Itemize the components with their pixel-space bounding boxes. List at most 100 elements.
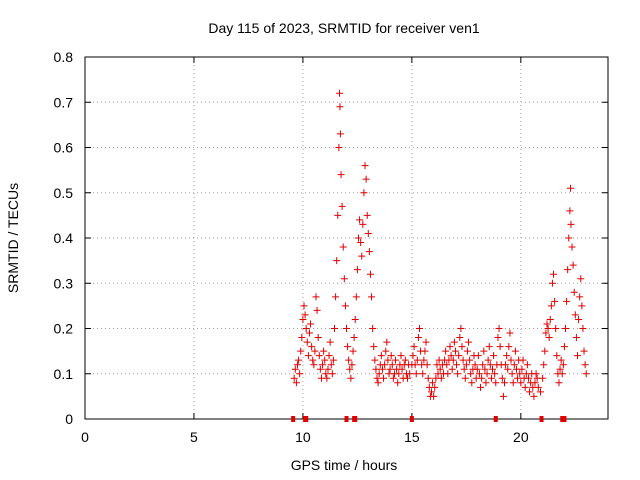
data-point <box>530 392 538 400</box>
zero-marker <box>291 416 296 422</box>
data-point <box>375 370 383 378</box>
data-point <box>292 379 300 387</box>
data-point <box>456 334 464 342</box>
data-point <box>500 379 508 387</box>
data-point <box>316 365 324 373</box>
zero-marker <box>409 416 414 422</box>
data-point <box>521 383 529 391</box>
x-tick-label: 15 <box>404 429 420 445</box>
data-point <box>504 365 512 373</box>
data-point <box>556 365 564 373</box>
data-point <box>582 370 590 378</box>
data-point <box>559 361 567 369</box>
data-point <box>384 356 392 364</box>
data-point <box>461 374 469 382</box>
data-point <box>329 356 337 364</box>
data-point <box>482 379 490 387</box>
data-point <box>382 347 390 355</box>
data-point <box>412 370 420 378</box>
data-point <box>331 325 339 332</box>
data-point <box>422 338 430 346</box>
chart-title: Day 115 of 2023, SRMTID for receiver ven… <box>208 20 480 36</box>
data-point <box>479 361 487 369</box>
data-point <box>480 347 488 355</box>
data-point <box>413 356 421 364</box>
data-point <box>547 302 555 310</box>
data-point <box>444 370 452 378</box>
data-point <box>563 297 571 305</box>
data-point <box>431 383 439 391</box>
zero-marker <box>560 416 565 422</box>
data-point <box>336 130 344 138</box>
data-point <box>518 365 526 373</box>
data-point <box>298 334 306 342</box>
data-point <box>321 356 329 364</box>
data-point <box>381 361 389 369</box>
data-point <box>573 352 581 360</box>
data-point <box>483 370 491 378</box>
data-point <box>487 374 495 382</box>
data-point <box>296 370 304 378</box>
y-tick-label: 0.8 <box>54 49 74 65</box>
data-point <box>372 365 380 373</box>
data-point <box>571 311 579 319</box>
data-point <box>308 343 316 351</box>
y-tick-label: 0.6 <box>54 140 74 156</box>
x-tick-label: 20 <box>513 429 529 445</box>
zero-marker <box>353 416 358 422</box>
zero-marker <box>493 416 498 422</box>
data-point <box>301 311 309 319</box>
data-point <box>295 356 303 364</box>
data-point <box>570 288 578 296</box>
data-point <box>436 365 444 373</box>
data-point <box>377 352 385 360</box>
data-point <box>398 365 406 373</box>
x-tick-label: 0 <box>81 429 89 445</box>
data-point <box>494 334 502 342</box>
data-point <box>389 374 397 382</box>
data-point <box>354 234 362 242</box>
data-point <box>555 379 563 387</box>
data-point <box>443 361 451 369</box>
data-point <box>430 392 438 400</box>
data-point <box>303 338 311 346</box>
data-point <box>395 370 403 378</box>
data-point <box>460 365 468 373</box>
data-point <box>465 338 473 346</box>
data-point <box>498 374 506 382</box>
data-point <box>558 370 566 378</box>
data-point <box>302 325 310 332</box>
data-point <box>380 374 388 382</box>
data-point <box>557 356 565 364</box>
zero-marker <box>344 416 349 422</box>
y-tick-label: 0.7 <box>54 94 74 110</box>
zero-marker <box>562 416 567 422</box>
data-point <box>477 383 485 391</box>
data-point <box>304 352 312 360</box>
data-point <box>314 334 322 342</box>
data-point <box>575 315 583 323</box>
data-point <box>361 162 369 170</box>
data-point <box>446 343 454 351</box>
data-point <box>481 365 489 373</box>
data-point <box>345 356 353 364</box>
data-point <box>404 374 412 382</box>
y-tick-label: 0.2 <box>54 321 74 337</box>
data-point <box>340 275 348 283</box>
data-point <box>351 315 359 323</box>
data-point <box>489 365 497 373</box>
data-point <box>507 356 515 364</box>
data-point <box>474 352 482 360</box>
data-point <box>492 379 500 387</box>
data-point <box>567 184 575 192</box>
data-point <box>374 379 382 387</box>
data-point <box>341 302 349 310</box>
data-point <box>343 325 350 332</box>
data-point <box>508 370 516 378</box>
data-point <box>572 334 580 342</box>
x-axis-label: GPS time / hours <box>291 457 398 473</box>
data-point <box>373 374 381 382</box>
data-point <box>564 266 572 274</box>
data-point <box>449 356 457 364</box>
data-point <box>576 293 584 301</box>
